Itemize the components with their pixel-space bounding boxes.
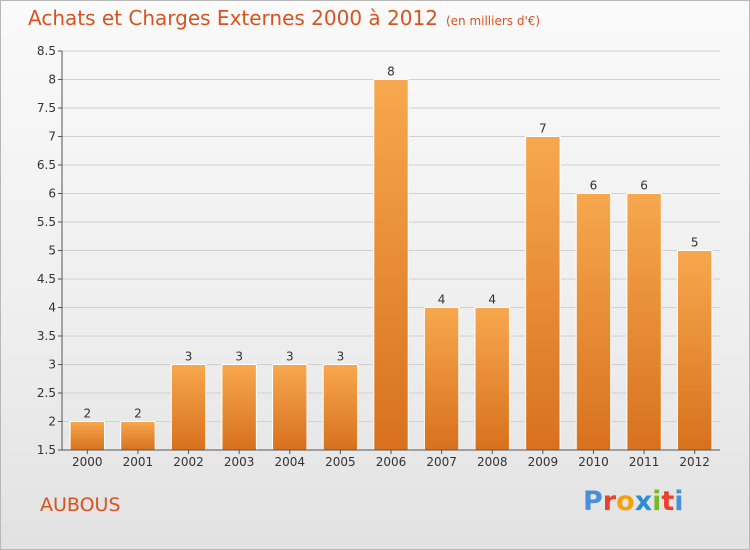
bar	[525, 136, 561, 451]
logo-letter: i	[674, 486, 684, 517]
x-tick-label: 2008	[477, 455, 508, 469]
bar-value-label: 4	[488, 293, 496, 307]
y-tick-label: 8.5	[37, 44, 56, 58]
x-tick-label: 2005	[325, 455, 356, 469]
logo-letter: o	[616, 486, 635, 517]
x-tick-label: 2003	[224, 455, 255, 469]
logo-letter: i	[652, 486, 662, 517]
y-tick-label: 8	[48, 73, 56, 87]
bar-value-label: 6	[590, 179, 598, 193]
logo-letter: P	[583, 486, 603, 517]
y-tick-label: 3.5	[37, 329, 56, 343]
y-tick-label: 4.5	[37, 272, 56, 286]
y-tick-label: 3	[48, 358, 56, 372]
y-tick-label: 7	[48, 130, 56, 144]
labels: 1.5 2 2.5 3 3.5 4 4.5 5 5.5 6 6.5 7 7.5 8 8.5 2 2000 2 200…	[37, 44, 710, 469]
y-tick-label: 2	[48, 415, 56, 429]
chart-title-text: Achats et Charges Externes 2000 à 2012	[28, 6, 438, 30]
axes	[58, 50, 720, 454]
bar	[69, 421, 106, 451]
bar-value-label: 4	[438, 293, 446, 307]
bar	[575, 193, 612, 451]
bar	[626, 193, 662, 451]
bar-value-label: 2	[134, 407, 142, 421]
commune-name: AUBOUS	[40, 494, 121, 516]
x-tick-label: 2009	[528, 455, 559, 469]
y-tick-label: 6.5	[37, 158, 56, 172]
x-tick-label: 2011	[629, 455, 660, 469]
y-tick-label: 7.5	[37, 101, 56, 115]
logo-letter: t	[661, 486, 675, 517]
y-tick-label: 6	[48, 187, 56, 201]
bar	[272, 364, 308, 451]
bar-value-label: 3	[286, 350, 294, 364]
bar	[474, 307, 510, 451]
bar	[423, 307, 460, 451]
logo-letter: x	[634, 486, 653, 517]
bar-value-label: 2	[83, 407, 91, 421]
y-tick-label: 1.5	[37, 443, 56, 457]
x-tick-label: 2006	[376, 455, 407, 469]
bar-value-label: 6	[640, 179, 648, 193]
bars	[69, 79, 713, 451]
x-tick-label: 2000	[72, 455, 103, 469]
x-tick-label: 2002	[173, 455, 204, 469]
bar-value-label: 3	[337, 350, 345, 364]
bar	[120, 421, 156, 451]
y-tick-label: 5	[48, 244, 56, 258]
x-tick-label: 2001	[123, 455, 154, 469]
bar-value-label: 5	[691, 236, 699, 250]
x-tick-label: 2007	[426, 455, 457, 469]
bar	[221, 364, 257, 451]
y-tick-label: 5.5	[37, 215, 56, 229]
bar-value-label: 8	[387, 65, 395, 79]
bar	[676, 250, 713, 451]
y-tick-label: 4	[48, 301, 56, 315]
bar	[373, 79, 409, 451]
x-tick-label: 2004	[274, 455, 305, 469]
bar-value-label: 3	[235, 350, 243, 364]
bar	[170, 364, 207, 451]
bar	[322, 364, 359, 451]
chart-unit: (en milliers d'€)	[445, 14, 541, 28]
x-tick-label: 2012	[679, 455, 710, 469]
y-tick-label: 2.5	[37, 386, 56, 400]
logo-letter: r	[602, 486, 617, 517]
chart-title: Achats et Charges Externes 2000 à 2012 (e…	[28, 6, 540, 30]
x-tick-label: 2010	[578, 455, 609, 469]
proxiti-logo: Proxiti	[583, 486, 684, 517]
bar-value-label: 3	[185, 350, 193, 364]
bar-value-label: 7	[539, 122, 547, 136]
